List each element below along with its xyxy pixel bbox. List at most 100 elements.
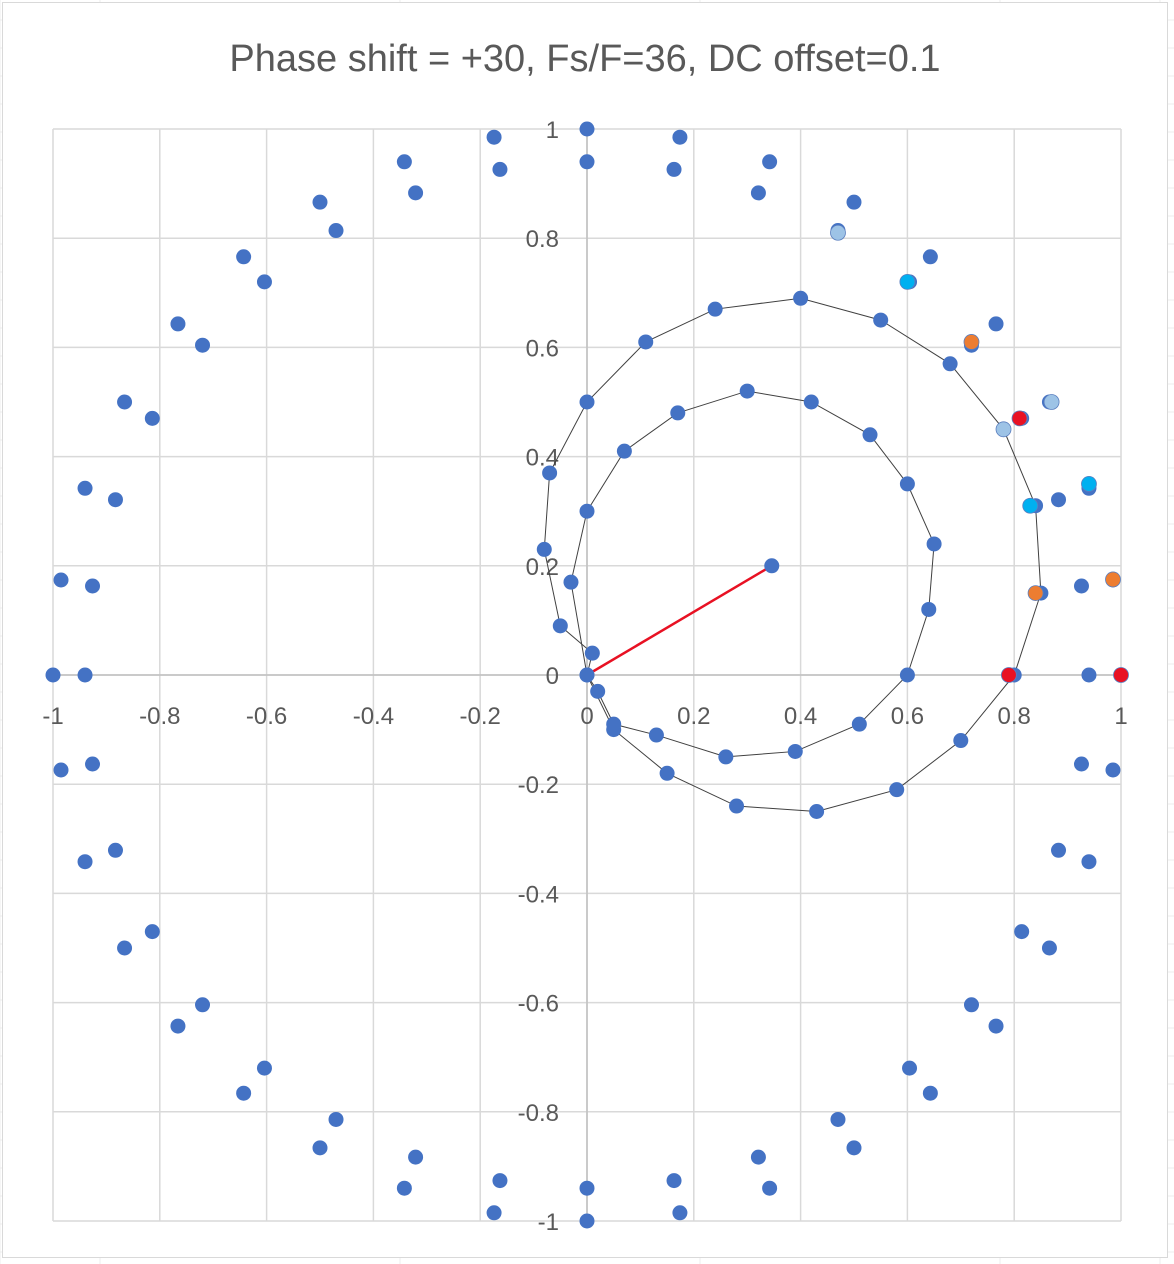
highlighted-point[interactable] [1043,394,1060,410]
large-loop-point[interactable] [889,782,905,798]
vector-endpoint[interactable] [764,558,780,574]
outer-ring-point[interactable] [922,249,938,265]
inner-ring-point[interactable] [1073,578,1089,594]
chart-title[interactable]: Phase shift = +30, Fs/F=36, DC offset=0.… [229,38,941,80]
inner-ring-point[interactable] [328,1111,344,1127]
small-loop-point[interactable] [648,727,664,743]
highlighted-point[interactable] [1105,571,1121,588]
highlighted-point[interactable] [1011,410,1028,427]
outer-ring-point[interactable] [312,1140,328,1156]
outer-ring-point[interactable] [312,194,328,210]
large-loop-point[interactable] [659,765,675,781]
highlighted-point[interactable] [1022,497,1039,514]
outer-ring-point[interactable] [53,762,69,778]
small-loop-point[interactable] [718,749,734,765]
inner-ring-point[interactable] [107,492,123,508]
outer-ring-point[interactable] [672,1205,688,1221]
outer-ring-point[interactable] [988,1018,1004,1034]
inner-ring-point[interactable] [666,1173,682,1189]
outer-ring-point[interactable] [77,854,93,870]
inner-ring-point[interactable] [256,1060,272,1076]
small-loop-point[interactable] [606,716,622,732]
inner-ring-point[interactable] [1081,667,1097,683]
inner-ring-point[interactable] [492,1173,508,1189]
outer-ring-point[interactable] [77,480,93,496]
large-loop-point[interactable] [707,301,723,317]
inner-ring-point[interactable] [85,578,101,594]
inner-ring-point[interactable] [1014,924,1030,940]
large-loop-point[interactable] [729,798,745,814]
small-loop-point[interactable] [851,716,867,732]
inner-ring-point[interactable] [256,274,272,290]
inner-ring-point[interactable] [902,1060,918,1076]
outer-ring-point[interactable] [1081,854,1097,870]
outer-ring-point[interactable] [117,394,133,410]
large-loop-point[interactable] [584,645,600,661]
inner-ring-point[interactable] [144,410,160,426]
inner-ring-point[interactable] [195,997,211,1013]
inner-ring-point[interactable] [144,924,160,940]
small-loop-point[interactable] [579,667,595,683]
small-loop-point[interactable] [670,405,686,421]
outer-ring-point[interactable] [1105,762,1121,778]
inner-ring-point[interactable] [85,756,101,772]
highlighted-point[interactable] [1113,667,1129,683]
outer-ring-point[interactable] [846,194,862,210]
inner-ring-point[interactable] [195,337,211,353]
highlighted-point[interactable] [899,273,916,290]
small-loop-point[interactable] [921,601,937,617]
outer-ring-point[interactable] [236,1085,252,1101]
small-loop-point[interactable] [926,536,942,552]
small-loop-point[interactable] [899,667,915,683]
outer-ring-point[interactable] [170,316,186,332]
large-loop-point[interactable] [809,804,825,819]
small-loop-point[interactable] [787,743,803,759]
outer-ring-point[interactable] [486,129,502,145]
large-loop-point[interactable] [953,733,969,749]
inner-ring-point[interactable] [328,223,344,239]
inner-ring-point[interactable] [750,185,766,201]
small-loop-point[interactable] [590,683,606,699]
highlighted-point[interactable] [963,334,980,350]
large-loop-point[interactable] [793,290,809,306]
highlighted-point[interactable] [830,224,846,241]
outer-ring-point[interactable] [236,249,252,265]
inner-ring-point[interactable] [1051,842,1067,858]
large-loop-line[interactable] [543,297,1042,813]
small-loop-point[interactable] [862,427,878,443]
outer-ring-point[interactable] [170,1018,186,1034]
small-loop-point[interactable] [563,574,579,590]
outer-ring-point[interactable] [579,1213,595,1229]
highlighted-point[interactable] [1081,475,1097,492]
outer-ring-point[interactable] [486,1205,502,1221]
highlighted-point[interactable] [1027,585,1044,601]
outer-ring-point[interactable] [672,129,688,145]
highlighted-point[interactable] [1000,667,1017,683]
inner-ring-point[interactable] [1073,756,1089,772]
highlighted-point[interactable] [995,421,1012,438]
small-loop-point[interactable] [579,503,595,519]
phase-vector-line[interactable] [586,564,773,677]
inner-ring-point[interactable] [492,161,508,177]
inner-ring-point[interactable] [1051,492,1067,508]
outer-ring-point[interactable] [762,154,778,170]
outer-ring-point[interactable] [846,1140,862,1156]
inner-ring-point[interactable] [830,1111,846,1127]
large-loop-point[interactable] [873,312,889,328]
outer-ring-point[interactable] [53,572,69,588]
outer-ring-point[interactable] [1041,940,1057,956]
large-loop-point[interactable] [638,334,654,350]
outer-ring-point[interactable] [117,940,133,956]
inner-ring-point[interactable] [107,842,123,858]
large-loop-point[interactable] [942,356,958,372]
small-loop-point[interactable] [739,383,755,399]
outer-ring-point[interactable] [396,154,412,170]
large-loop-point[interactable] [542,465,558,481]
inner-ring-point[interactable] [77,667,93,683]
large-loop-point[interactable] [536,541,552,557]
outer-ring-point[interactable] [922,1085,938,1101]
inner-ring-point[interactable] [408,185,424,201]
outer-ring-point[interactable] [45,667,61,683]
inner-ring-point[interactable] [408,1149,424,1165]
